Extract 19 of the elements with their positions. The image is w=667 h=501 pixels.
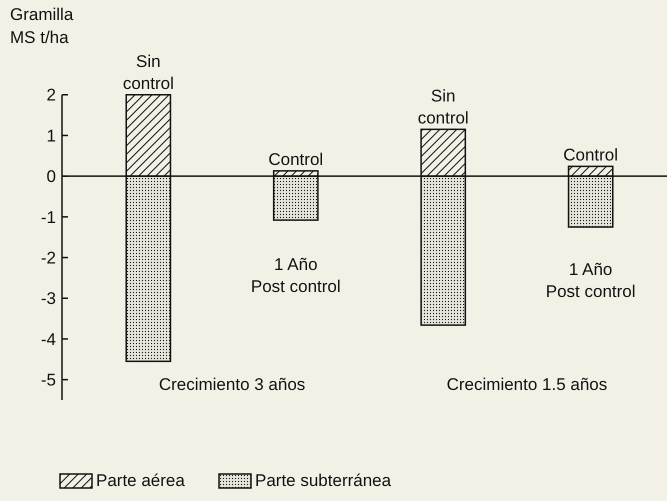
legend-label: Parte aérea	[96, 471, 186, 490]
y-tick-label: -1	[40, 208, 56, 227]
x-tick-label: Sin control	[122, 52, 174, 93]
y-tick-label: -2	[40, 248, 56, 268]
y-tick-label: 0	[46, 167, 56, 186]
legend-label: Parte subterránea	[255, 471, 392, 490]
x-tick-label: Control	[563, 145, 618, 164]
annotation: Crecimiento 3 años	[158, 375, 306, 394]
annotation: 1 Año Post control	[546, 260, 636, 301]
y-axis-title: Gramilla MS t/ha	[10, 5, 74, 47]
y-tick-label: 2	[46, 86, 56, 105]
annotation: 1 Año Post control	[250, 255, 341, 296]
annotation: Crecimiento 1.5 años	[446, 375, 608, 394]
y-tick-label: -3	[40, 289, 56, 308]
y-tick-label: -5	[40, 370, 56, 390]
x-tick-label: Sin control	[418, 86, 469, 128]
y-tick-label: -4	[40, 330, 56, 349]
y-tick-label: 1	[46, 126, 56, 146]
x-tick-label: Control	[268, 150, 324, 169]
